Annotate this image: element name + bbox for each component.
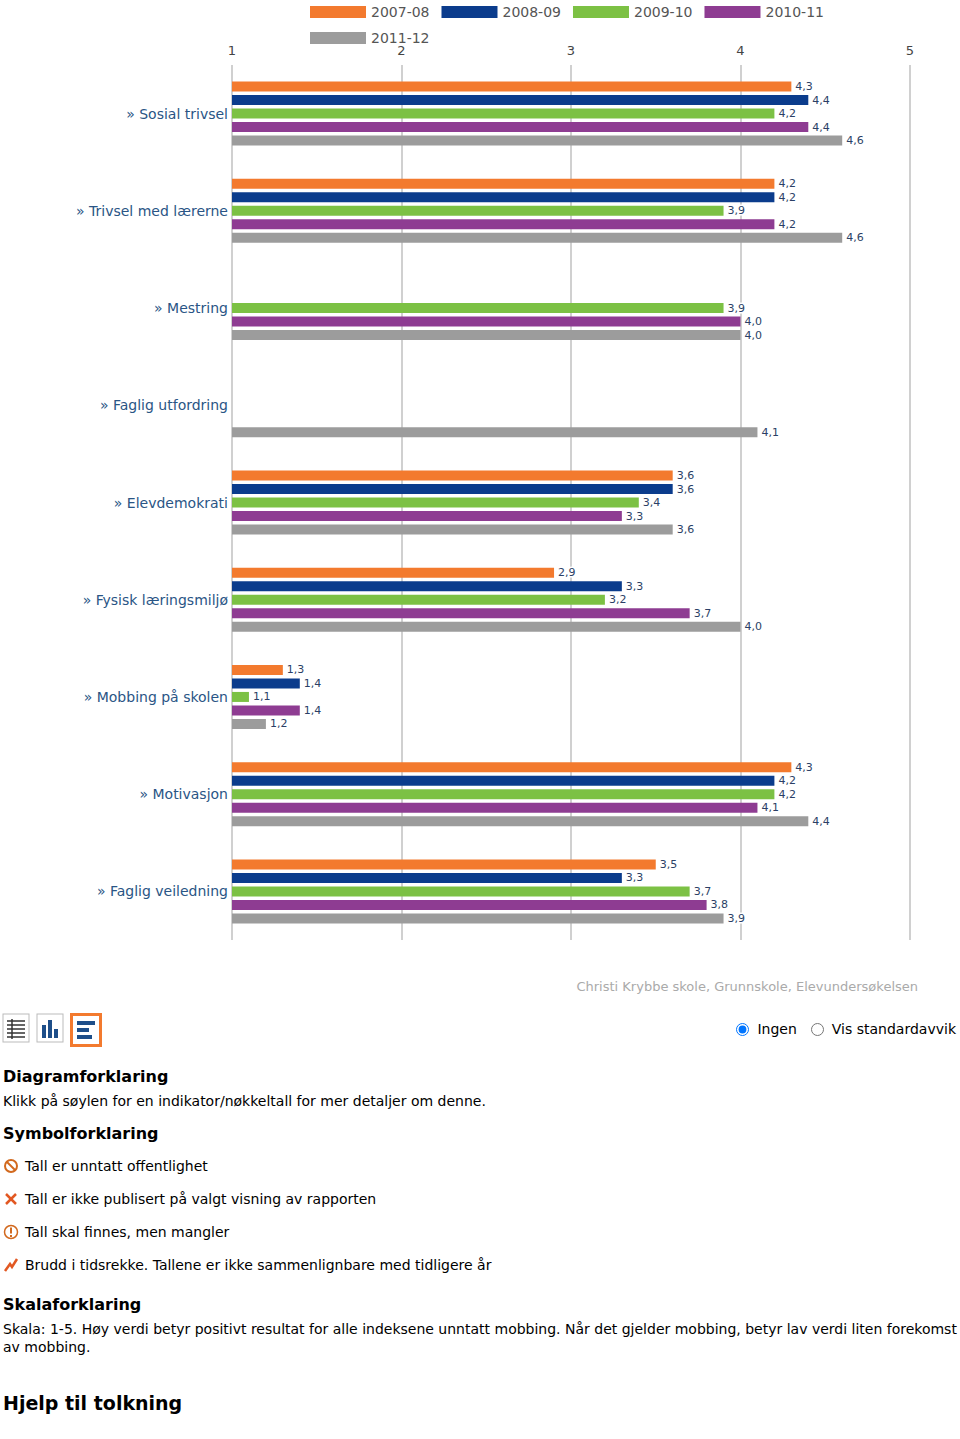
svg-text:3: 3 [567, 43, 575, 58]
svg-text:3,4: 3,4 [643, 496, 661, 509]
svg-text:3,5: 3,5 [660, 858, 678, 871]
svg-text:1,4: 1,4 [304, 704, 322, 717]
html-text:Tall er ikke publisert på valg: Tall er ikke publisert på valgt visning … [25, 1190, 377, 1207]
svg-text:1,2: 1,2 [270, 717, 288, 730]
svg-text:3,6: 3,6 [677, 483, 695, 496]
svg-text:4,4: 4,4 [812, 815, 830, 828]
svg-text:» Fysisk læringsmiljø: » Fysisk læringsmiljø [83, 592, 229, 608]
svg-text:2008-09: 2008-09 [502, 4, 561, 20]
svg-text:3,3: 3,3 [626, 580, 644, 593]
html-text:Vis standardavvik: Vis standardavvik [831, 1021, 956, 1037]
svg-text:3,6: 3,6 [677, 523, 695, 536]
svg-text:» Elevdemokrati: » Elevdemokrati [114, 495, 228, 511]
svg-text:4,1: 4,1 [761, 426, 779, 439]
html-text:Skala: 1-5. Høy verdi betyr po: Skala: 1-5. Høy verdi betyr positivt res… [3, 1321, 957, 1355]
svg-text:3,9: 3,9 [728, 204, 746, 217]
svg-text:3,9: 3,9 [728, 912, 746, 925]
svg-text:» Sosial trivsel: » Sosial trivsel [126, 106, 228, 122]
html-text:Hjelp til tolkning: Hjelp til tolkning [3, 1392, 183, 1414]
svg-text:3,7: 3,7 [694, 885, 712, 898]
svg-text:4,2: 4,2 [778, 107, 796, 120]
html-text:Ingen: Ingen [757, 1021, 797, 1037]
svg-text:1,3: 1,3 [287, 663, 305, 676]
svg-text:2011-12: 2011-12 [371, 30, 430, 46]
svg-text:1,1: 1,1 [253, 690, 271, 703]
svg-text:4,2: 4,2 [778, 218, 796, 231]
svg-text:4,0: 4,0 [745, 620, 763, 633]
svg-text:2: 2 [397, 43, 406, 58]
html-text:Tall skal finnes, men mangler: Tall skal finnes, men mangler [25, 1223, 230, 1240]
svg-text:4,0: 4,0 [745, 329, 763, 342]
svg-text:» Trivsel med lærerne: » Trivsel med lærerne [76, 203, 228, 219]
svg-text:1: 1 [228, 43, 236, 58]
svg-text:» Mestring: » Mestring [154, 300, 228, 316]
svg-text:2010-11: 2010-11 [765, 4, 824, 20]
svg-text:1,4: 1,4 [304, 677, 322, 690]
svg-text:2009-10: 2009-10 [634, 4, 693, 20]
svg-text:3,6: 3,6 [677, 469, 695, 482]
html-text:Diagramforklaring: Diagramforklaring [3, 1067, 169, 1086]
svg-text:3,3: 3,3 [626, 510, 644, 523]
svg-text:3,7: 3,7 [694, 607, 712, 620]
svg-text:4,4: 4,4 [812, 94, 830, 107]
svg-text:3,2: 3,2 [609, 593, 627, 606]
svg-text:5: 5 [906, 43, 914, 58]
svg-text:3,8: 3,8 [711, 898, 729, 911]
svg-text:2,9: 2,9 [558, 566, 576, 579]
svg-text:4,6: 4,6 [846, 134, 864, 147]
html-text:Brudd i tidsrekke. Tallene er: Brudd i tidsrekke. Tallene er ikke samme… [25, 1256, 492, 1273]
html-text:Tall er unntatt offentlighet: Tall er unntatt offentlighet [25, 1157, 208, 1174]
svg-text:4,3: 4,3 [795, 80, 813, 93]
svg-text:3,9: 3,9 [728, 302, 746, 315]
svg-text:» Faglig veiledning: » Faglig veiledning [97, 883, 228, 899]
svg-text:Christi Krybbe skole, Grunnsko: Christi Krybbe skole, Grunnskole, Elevun… [576, 979, 918, 994]
svg-text:4,2: 4,2 [778, 191, 796, 204]
svg-text:4,2: 4,2 [778, 177, 796, 190]
svg-text:3,3: 3,3 [626, 871, 644, 884]
svg-text:4,1: 4,1 [761, 801, 779, 814]
svg-text:4,2: 4,2 [778, 788, 796, 801]
svg-text:» Motivasjon: » Motivasjon [139, 786, 228, 802]
svg-text:» Faglig utfordring: » Faglig utfordring [100, 397, 228, 413]
svg-text:4,2: 4,2 [778, 774, 796, 787]
html-text:Symbolforklaring: Symbolforklaring [3, 1124, 159, 1143]
svg-text:4,3: 4,3 [795, 761, 813, 774]
svg-text:4: 4 [736, 43, 744, 58]
svg-text:» Mobbing på skolen: » Mobbing på skolen [84, 689, 228, 705]
html-text:Klikk på søylen for en indikat: Klikk på søylen for en indikator/nøkkelt… [3, 1093, 486, 1109]
svg-text:4,6: 4,6 [846, 231, 864, 244]
svg-text:4,4: 4,4 [812, 121, 830, 134]
svg-text:2007-08: 2007-08 [371, 4, 430, 20]
html-text:Skalaforklaring: Skalaforklaring [3, 1295, 142, 1314]
svg-text:4,0: 4,0 [745, 315, 763, 328]
